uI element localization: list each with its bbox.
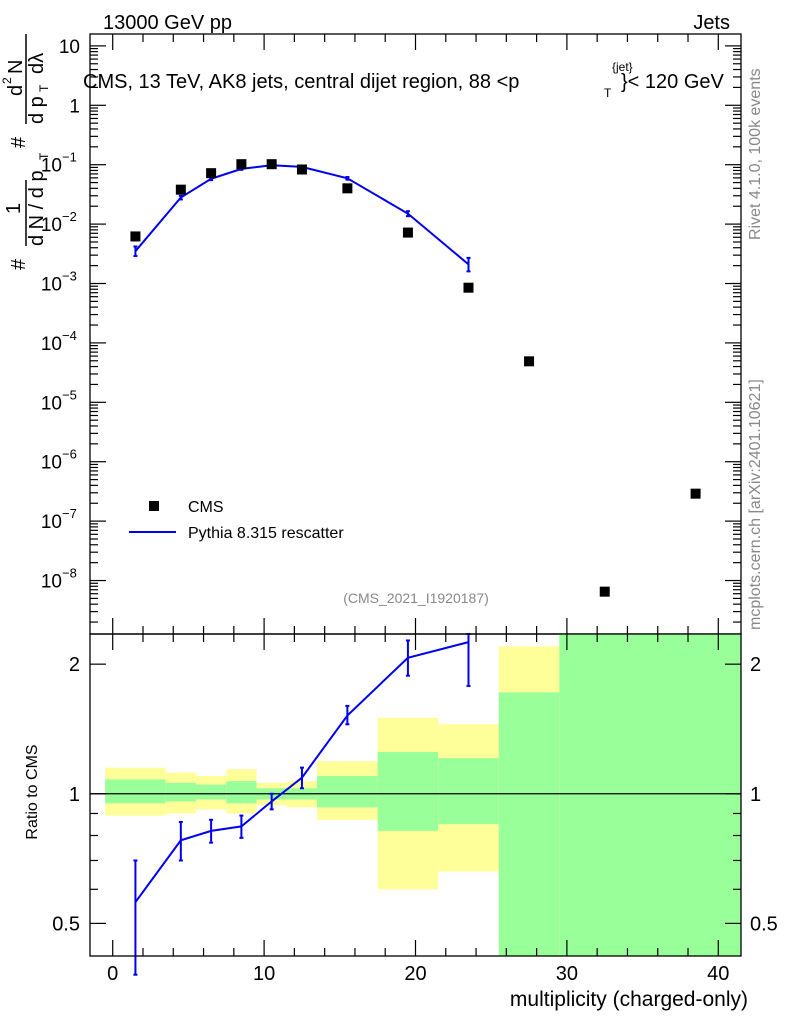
ylabel-den: d p — [26, 96, 48, 124]
ylabel-hash: # — [8, 258, 30, 270]
ratio-ytick-label-right: 0.5 — [750, 913, 778, 935]
main-ytick-exponent: −6 — [62, 447, 77, 462]
ratio-band-green — [559, 634, 741, 956]
data-point — [296, 164, 307, 175]
main-ytick-label: 10 — [41, 215, 62, 236]
data-point — [690, 488, 701, 499]
category-label: Jets — [693, 12, 730, 34]
ylabel-num-top-N: N — [5, 60, 27, 74]
ratio-ylabel: Ratio to CMS — [24, 744, 41, 839]
ratio-frame — [89, 633, 742, 957]
main-ytick-label: 10 — [41, 572, 62, 593]
main-ytick-exponent: −1 — [62, 150, 77, 165]
energy-label: 13000 GeV pp — [103, 12, 232, 34]
ylabel-num-top: d — [5, 85, 27, 96]
plot-title-sup: {jet} — [612, 60, 633, 74]
ratio-bands — [105, 634, 741, 956]
ylabel-den-end: dλ — [26, 53, 48, 74]
ratio-ytick-labels: 0.5 0.5 1 1 2 2 — [52, 654, 778, 935]
main-ylabel: # 1 d N / d p T # d 2 N d p T dλ — [0, 34, 51, 270]
mcplots-label: mcplots.cern.ch [arXiv:2401.10621] — [747, 379, 764, 630]
xtick-label: 0 — [107, 963, 118, 985]
ylabel-den-sub: T — [37, 84, 51, 92]
data-point — [175, 184, 186, 195]
ratio-band-green — [498, 692, 560, 956]
main-ytick-exponent: −8 — [62, 566, 77, 581]
legend: CMS Pythia 8.315 rescatter — [129, 499, 344, 542]
ratio-band-green — [438, 758, 499, 825]
ratio-ticks — [90, 634, 741, 956]
xtick-label: 10 — [253, 963, 275, 985]
main-ytick-exponent: −3 — [62, 269, 77, 284]
data-point — [236, 159, 247, 170]
ratio-band-green — [317, 775, 378, 808]
main-ytick-exponent: −2 — [62, 209, 77, 224]
data-point — [266, 159, 277, 170]
legend-label-cms: CMS — [188, 499, 224, 516]
ratio-ytick-label-right: 1 — [750, 784, 761, 806]
ylabel-dN-sub: T — [37, 152, 51, 160]
ratio-band-green — [377, 752, 439, 831]
legend-marker-cms — [149, 501, 159, 511]
data-point — [402, 227, 413, 238]
main-ytick-label: 10 — [41, 512, 62, 533]
main-ticks — [90, 34, 741, 634]
main-mc-line — [134, 164, 470, 266]
data-point — [342, 183, 353, 194]
ratio-panel: 0.5 0.5 1 1 2 2 — [52, 633, 778, 976]
ratio-band-green — [195, 784, 227, 800]
main-ytick-label: 10 — [59, 37, 80, 58]
plot-title-main: CMS, 13 TeV, AK8 jets, central dijet reg… — [83, 71, 519, 93]
analysis-id: (CMS_2021_I1920187) — [343, 590, 489, 606]
main-ytick-exponent: −4 — [62, 328, 77, 343]
xtick-labels: 0 10 20 30 40 — [107, 963, 729, 985]
data-point — [130, 231, 141, 242]
xtick-label: 40 — [707, 963, 729, 985]
main-ytick-label: 10 — [41, 393, 62, 414]
data-point — [463, 282, 474, 293]
legend-label-mc: Pythia 8.315 rescatter — [188, 525, 344, 542]
data-point — [599, 586, 610, 597]
ratio-ytick-label-left: 1 — [69, 784, 80, 806]
plot-title: CMS, 13 TeV, AK8 jets, central dijet reg… — [83, 71, 519, 93]
main-ytick-label: 10 — [41, 275, 62, 296]
main-ytick-label: 10 — [41, 453, 62, 474]
plot-title-sub: T — [604, 86, 612, 100]
ratio-ytick-label-right: 2 — [750, 654, 761, 676]
ratio-band-green — [165, 782, 196, 802]
data-point — [524, 356, 535, 367]
main-ytick-exponent: −5 — [62, 387, 77, 402]
main-ytick-exponent: −7 — [62, 506, 77, 521]
main-frame — [89, 33, 742, 635]
ratio-band-green — [105, 779, 166, 804]
main-ytick-label: 10 — [41, 156, 62, 177]
ylabel-num-top-sup: 2 — [0, 77, 14, 84]
ylabel-num: # — [8, 136, 30, 148]
plot-title-end: }< 120 GeV — [621, 71, 725, 93]
data-point — [206, 168, 217, 179]
main-ytick-label: 10 — [41, 334, 62, 355]
rivet-label: Rivet 4.1.0, 100k events — [747, 68, 764, 240]
x-axis-label: multiplicity (charged-only) — [510, 988, 748, 1011]
ratio-ytick-label-left: 0.5 — [52, 913, 80, 935]
xtick-label: 30 — [556, 963, 578, 985]
main-ytick-label: 1 — [69, 96, 80, 117]
ratio-ytick-label-left: 2 — [69, 654, 80, 676]
ratio-band-green — [226, 781, 257, 804]
xtick-label: 20 — [404, 963, 426, 985]
main-mc-errorbars — [133, 163, 471, 273]
ylabel-one: 1 — [3, 203, 25, 214]
main-data-markers — [130, 159, 701, 597]
ylabel-dN: d N / d p — [26, 170, 48, 246]
